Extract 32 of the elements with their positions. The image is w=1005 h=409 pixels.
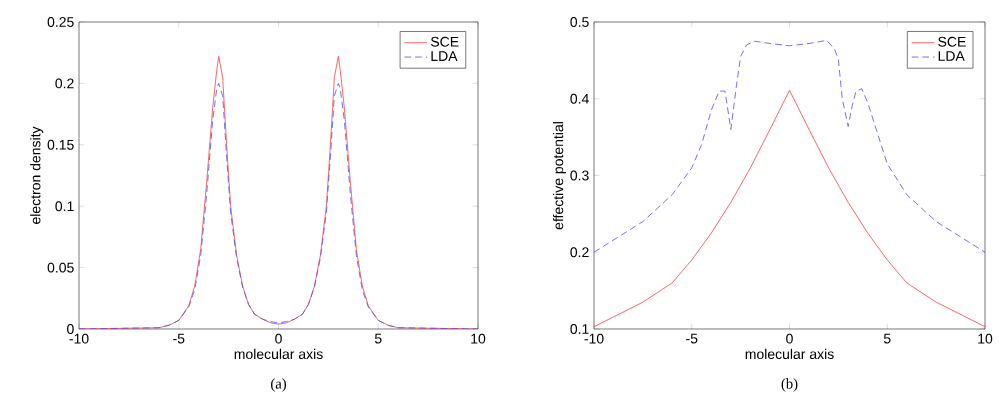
y-tick-label: 0.15 bbox=[47, 139, 74, 150]
x-tick-label: -5 bbox=[173, 333, 185, 344]
text: (b) bbox=[781, 378, 798, 392]
x-tick-label: -5 bbox=[686, 333, 698, 344]
x-tick-label: 0 bbox=[786, 333, 793, 344]
x-tick-label: 5 bbox=[883, 333, 891, 344]
y-tick-label: 0.25 bbox=[47, 17, 74, 27]
y-tick-label: 0.4 bbox=[570, 93, 589, 104]
y-tick-label: 0.1 bbox=[570, 324, 589, 334]
x-tick-label: 5 bbox=[374, 333, 382, 344]
text: (a) bbox=[271, 378, 287, 392]
y-tick-label: 0.1 bbox=[55, 201, 74, 212]
y-tick-label: 0 bbox=[67, 324, 74, 334]
x-axis-title: molecular axis bbox=[234, 348, 323, 360]
y-axis-title: electron density bbox=[30, 126, 44, 224]
y-axis-title: effective potential bbox=[552, 122, 567, 230]
x-tick-label: -10 bbox=[584, 333, 604, 344]
x-axis-title: molecular axis bbox=[745, 348, 834, 360]
y-tick-label: 0.5 bbox=[570, 17, 589, 27]
line-series bbox=[594, 89, 985, 328]
legend-label: LDA bbox=[431, 51, 458, 61]
x-tick-label: 0 bbox=[275, 333, 282, 344]
y-tick-label: 0.2 bbox=[55, 78, 74, 89]
x-tick-label: -10 bbox=[69, 333, 89, 344]
y-tick-label: 0.3 bbox=[570, 170, 589, 181]
legend-label: SCE bbox=[938, 36, 966, 47]
legend-label: LDA bbox=[938, 51, 965, 61]
legend-label: SCE bbox=[430, 36, 459, 47]
x-tick-label: 10 bbox=[471, 333, 486, 344]
y-tick-label: 0.05 bbox=[47, 262, 74, 273]
y-tick-label: 0.2 bbox=[570, 247, 589, 258]
x-tick-label: 10 bbox=[978, 333, 993, 344]
